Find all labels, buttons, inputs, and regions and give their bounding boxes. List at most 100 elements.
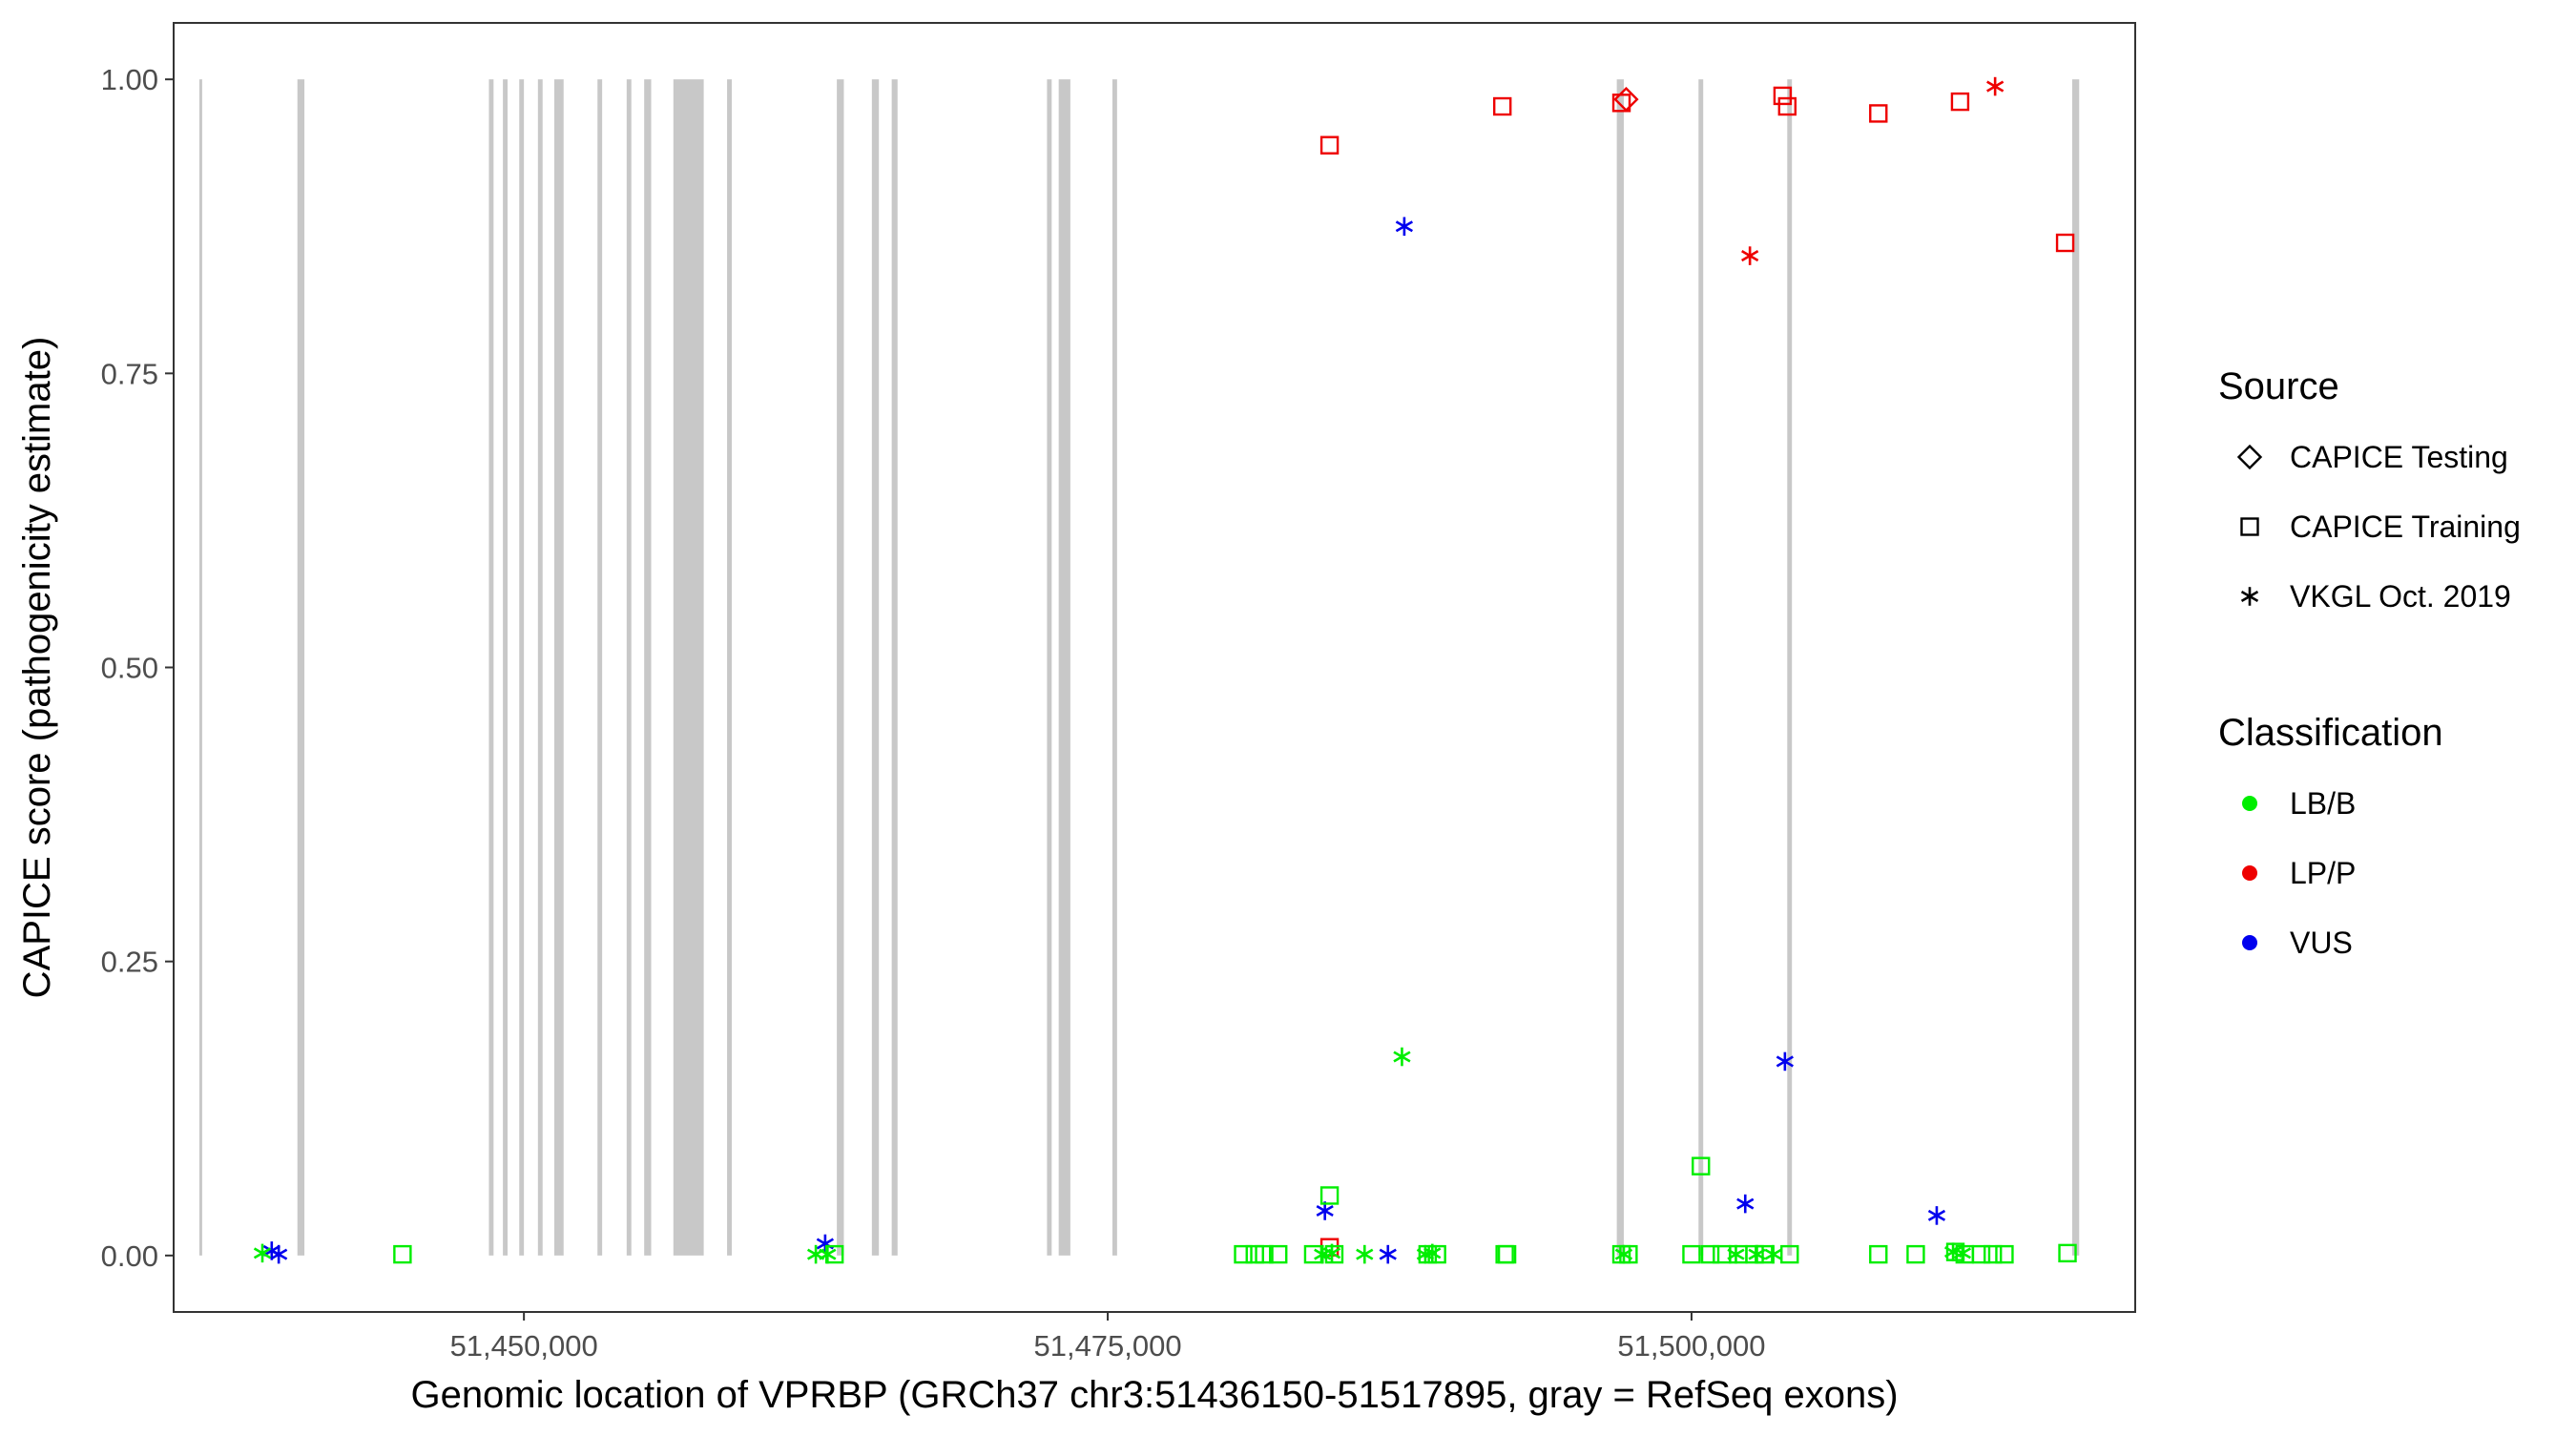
y-tick-label: 1.00 xyxy=(101,63,158,96)
exon-band xyxy=(1698,79,1704,1256)
exon-band xyxy=(597,79,603,1256)
data-point xyxy=(1245,1244,1264,1264)
legend-label: LP/P xyxy=(2290,856,2356,890)
legend-key-square xyxy=(2240,517,2259,536)
exon-band xyxy=(1058,79,1070,1256)
exon-band xyxy=(727,79,732,1256)
data-point xyxy=(393,1244,412,1264)
data-point xyxy=(1692,1156,1711,1176)
x-tick-label: 51,475,000 xyxy=(1033,1329,1181,1363)
data-point xyxy=(1780,1244,1799,1264)
exon-band xyxy=(1616,79,1624,1256)
exon-band xyxy=(198,79,202,1256)
data-point xyxy=(1379,1244,1397,1264)
data-point xyxy=(1773,86,1793,106)
data-point xyxy=(1776,1051,1794,1072)
exon-band xyxy=(1047,79,1052,1256)
data-point xyxy=(1319,1186,1340,1205)
exon-band xyxy=(488,79,494,1256)
data-point xyxy=(1906,1244,1925,1264)
exon-band xyxy=(871,79,880,1256)
x-tick-label: 51,450,000 xyxy=(450,1329,598,1363)
data-point xyxy=(2058,1243,2077,1263)
legend-title: Source xyxy=(2218,365,2339,407)
data-point xyxy=(1995,1244,2014,1264)
data-point xyxy=(1953,1243,1971,1263)
exon-band xyxy=(297,79,305,1256)
data-point xyxy=(1423,1243,1442,1263)
data-point xyxy=(1234,1244,1253,1264)
axis-layer: 0.00 0.25 0.50 0.75 1.00 51,450,000 51,475,000… xyxy=(101,63,1766,1363)
x-tick-label: 51,500,000 xyxy=(1617,1329,1765,1363)
data-point xyxy=(1764,1244,1782,1264)
x-axis-title: Genomic location of VPRBP (GRCh37 chr3:5… xyxy=(410,1374,1898,1416)
legend: Source CAPICE Testing CAPICE Training VKGL … xyxy=(2218,365,2521,960)
data-point xyxy=(1736,1194,1755,1214)
exon-band xyxy=(519,79,525,1256)
y-tick-label: 0.00 xyxy=(101,1239,158,1273)
legend-label: VUS xyxy=(2290,926,2353,960)
data-point xyxy=(1255,1244,1274,1264)
legend-key-dot xyxy=(2242,935,2257,950)
exon-layer xyxy=(198,79,2080,1256)
legend-key-diamond xyxy=(2236,444,2263,470)
y-tick-label: 0.25 xyxy=(101,946,158,979)
legend-title: Classification xyxy=(2218,712,2443,754)
legend-label: LB/B xyxy=(2290,786,2356,821)
y-tick-label: 0.75 xyxy=(101,357,158,390)
data-point xyxy=(1727,1244,1745,1264)
data-point xyxy=(1700,1244,1720,1264)
data-point xyxy=(1777,96,1797,116)
data-point xyxy=(1319,135,1340,155)
data-point xyxy=(1741,246,1759,265)
data-point xyxy=(1950,92,1970,112)
legend-label: CAPICE Testing xyxy=(2290,440,2508,474)
legend-key-asterisk xyxy=(2240,587,2259,606)
exon-band xyxy=(626,79,632,1256)
data-point xyxy=(1748,1244,1766,1264)
data-point xyxy=(1971,1244,1991,1264)
legend-label: VKGL Oct. 2019 xyxy=(2290,579,2511,614)
data-point xyxy=(1324,1244,1344,1264)
exon-band xyxy=(891,79,898,1256)
exon-band xyxy=(553,79,564,1256)
y-tick-label: 0.50 xyxy=(101,652,158,685)
data-point xyxy=(1269,1244,1288,1264)
data-point xyxy=(1869,104,1888,123)
legend-key-dot xyxy=(2242,796,2257,811)
data-point xyxy=(1322,1243,1341,1263)
data-point xyxy=(1393,1047,1411,1067)
data-point xyxy=(1613,86,1639,113)
data-point xyxy=(1986,76,2005,96)
exon-band xyxy=(1111,79,1117,1256)
data-point xyxy=(270,1244,288,1264)
data-point xyxy=(1983,1244,2003,1264)
point-layer xyxy=(253,76,2077,1264)
legend-key-dot xyxy=(2242,865,2257,881)
data-point xyxy=(1745,1244,1764,1264)
y-axis-title: CAPICE score (pathogenicity estimate) xyxy=(16,337,58,999)
data-point xyxy=(1927,1206,1946,1225)
legend-label: CAPICE Training xyxy=(2290,510,2521,544)
data-point xyxy=(1869,1244,1888,1264)
data-point xyxy=(253,1243,272,1263)
data-point xyxy=(1497,1244,1517,1264)
data-point xyxy=(1492,96,1512,116)
exon-band xyxy=(537,79,543,1256)
exon-band xyxy=(2071,79,2080,1256)
data-point xyxy=(819,1244,837,1264)
exon-band xyxy=(644,79,652,1256)
data-point xyxy=(1395,217,1414,237)
data-point xyxy=(1611,94,1631,113)
exon-band xyxy=(1787,79,1793,1256)
data-point xyxy=(1356,1244,1374,1264)
exon-band xyxy=(673,79,704,1256)
data-point xyxy=(1682,1244,1701,1264)
data-point xyxy=(2055,233,2075,253)
data-point xyxy=(1619,1244,1638,1264)
exon-band xyxy=(837,79,844,1256)
exon-band xyxy=(503,79,509,1256)
